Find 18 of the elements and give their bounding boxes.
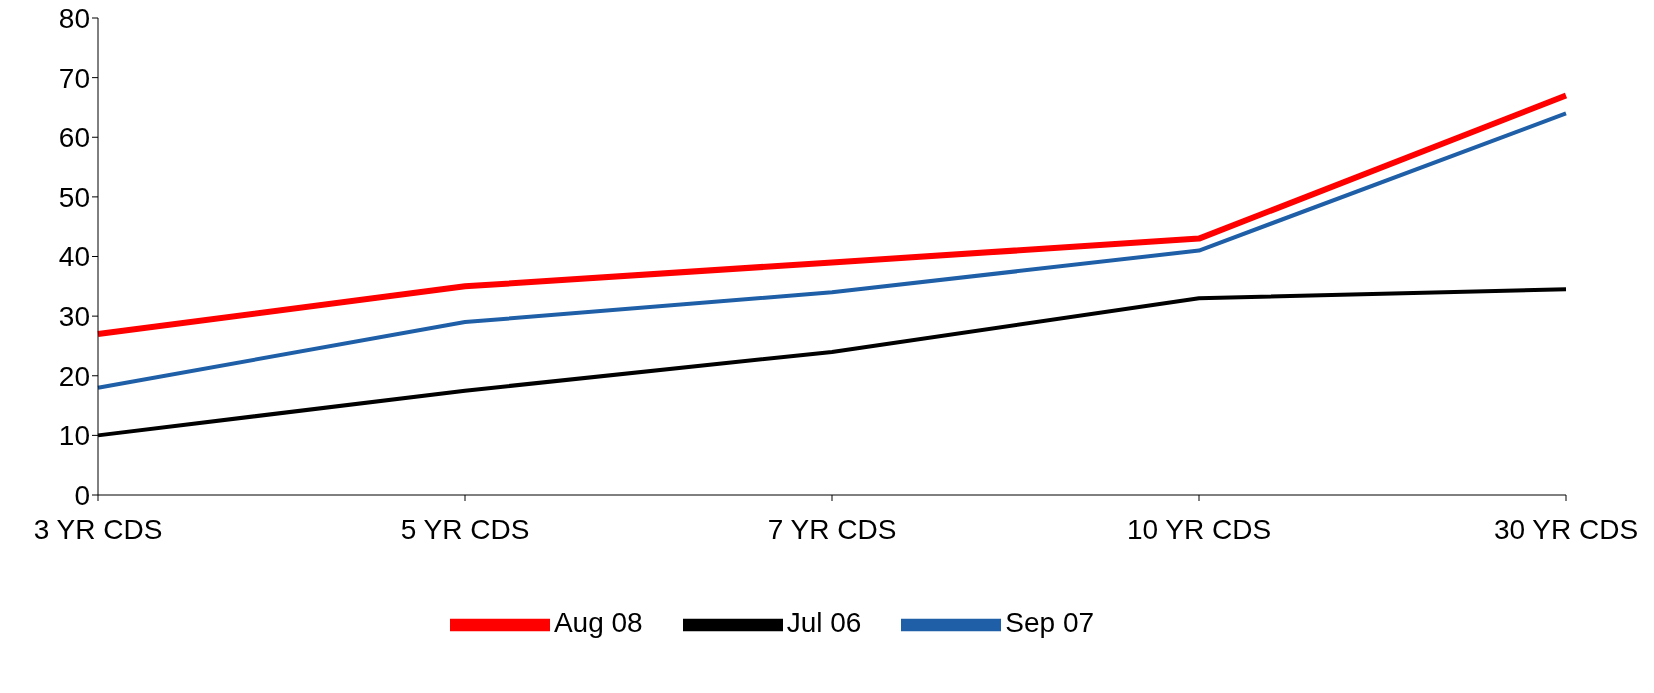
legend-label: Aug 08: [553, 607, 643, 639]
x-tick-label: 7 YR CDS: [767, 513, 897, 545]
y-tick-label: 0: [74, 479, 90, 511]
x-tick-label: 30 YR CDS: [1493, 513, 1639, 545]
y-tick-label: 20: [58, 360, 90, 392]
y-tick-label: 80: [58, 2, 90, 34]
legend-label: Jul 06: [786, 607, 862, 639]
y-tick-label: 10: [58, 420, 90, 452]
x-tick-label: 5 YR CDS: [400, 513, 530, 545]
y-tick-label: 40: [58, 241, 90, 273]
legend-label: Sep 07: [1005, 607, 1095, 639]
y-tick-label: 70: [58, 62, 90, 94]
line-series: [96, 111, 1568, 390]
x-tick-label: 3 YR CDS: [33, 513, 163, 545]
x-tick-label: 10 YR CDS: [1126, 513, 1272, 545]
y-tick-label: 60: [58, 122, 90, 154]
y-tick-label: 50: [58, 181, 90, 213]
y-tick-label: 30: [58, 301, 90, 333]
